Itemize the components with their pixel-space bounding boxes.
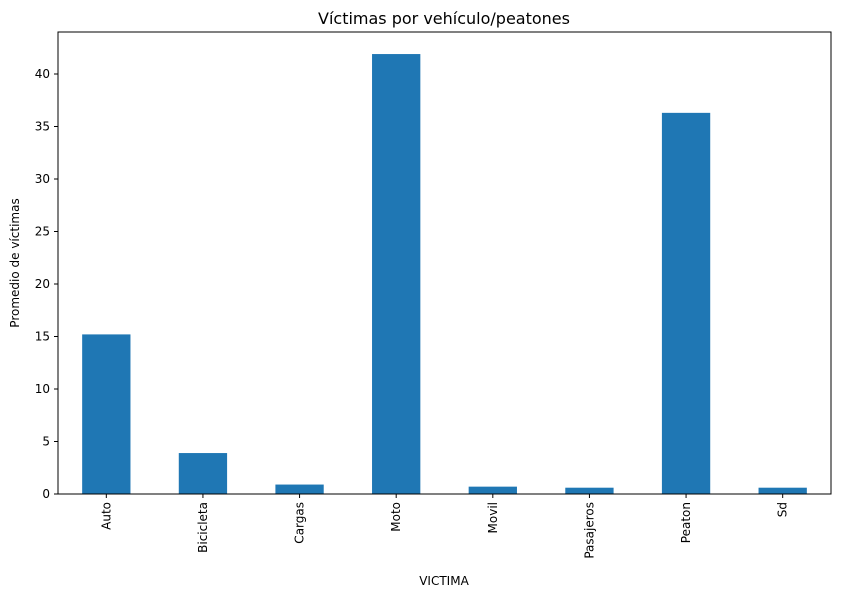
y-axis-ticks: 0 5 10 15 20 25 30 35 40 <box>35 67 58 501</box>
y-tick-label-30: 30 <box>35 172 50 186</box>
x-tick-label-auto: Auto <box>99 502 113 530</box>
y-tick-label-15: 15 <box>35 330 50 344</box>
bar-moto <box>372 54 421 495</box>
x-tick-label-cargas: Cargas <box>293 502 307 544</box>
bar-bicicleta <box>178 453 228 494</box>
y-axis-label: Promedio de víctimas <box>8 198 22 327</box>
y-tick-label-25: 25 <box>35 225 50 239</box>
x-tick-label-sd: Sd <box>776 502 790 517</box>
x-tick-label-pasajeros: Pasajeros <box>582 502 596 559</box>
x-axis-ticks: Auto Bicicleta Cargas Moto Movil Pasajeros Pea… <box>99 494 790 559</box>
bar-sd <box>758 487 807 494</box>
x-tick-label-moto: Moto <box>389 502 403 532</box>
y-tick-label-10: 10 <box>35 382 50 396</box>
bar-peaton <box>661 112 711 494</box>
chart-title: Víctimas por vehículo/peatones <box>318 9 570 28</box>
y-tick-label-35: 35 <box>35 120 50 134</box>
bar-cargas <box>275 484 324 494</box>
x-axis-label: VICTIMA <box>419 574 469 588</box>
x-tick-label-movil: Movil <box>486 502 500 533</box>
y-tick-label-5: 5 <box>42 435 50 449</box>
y-tick-label-20: 20 <box>35 277 50 291</box>
plot-frame <box>57 31 832 495</box>
bar-pasajeros <box>565 487 614 494</box>
y-tick-label-0: 0 <box>42 487 50 501</box>
bar-movil <box>468 486 517 494</box>
x-tick-label-peaton: Peaton <box>679 502 693 543</box>
bar-auto <box>82 334 131 494</box>
x-tick-label-bicicleta: Bicicleta <box>196 502 210 553</box>
bars-group <box>82 54 807 495</box>
y-tick-label-40: 40 <box>35 67 50 81</box>
